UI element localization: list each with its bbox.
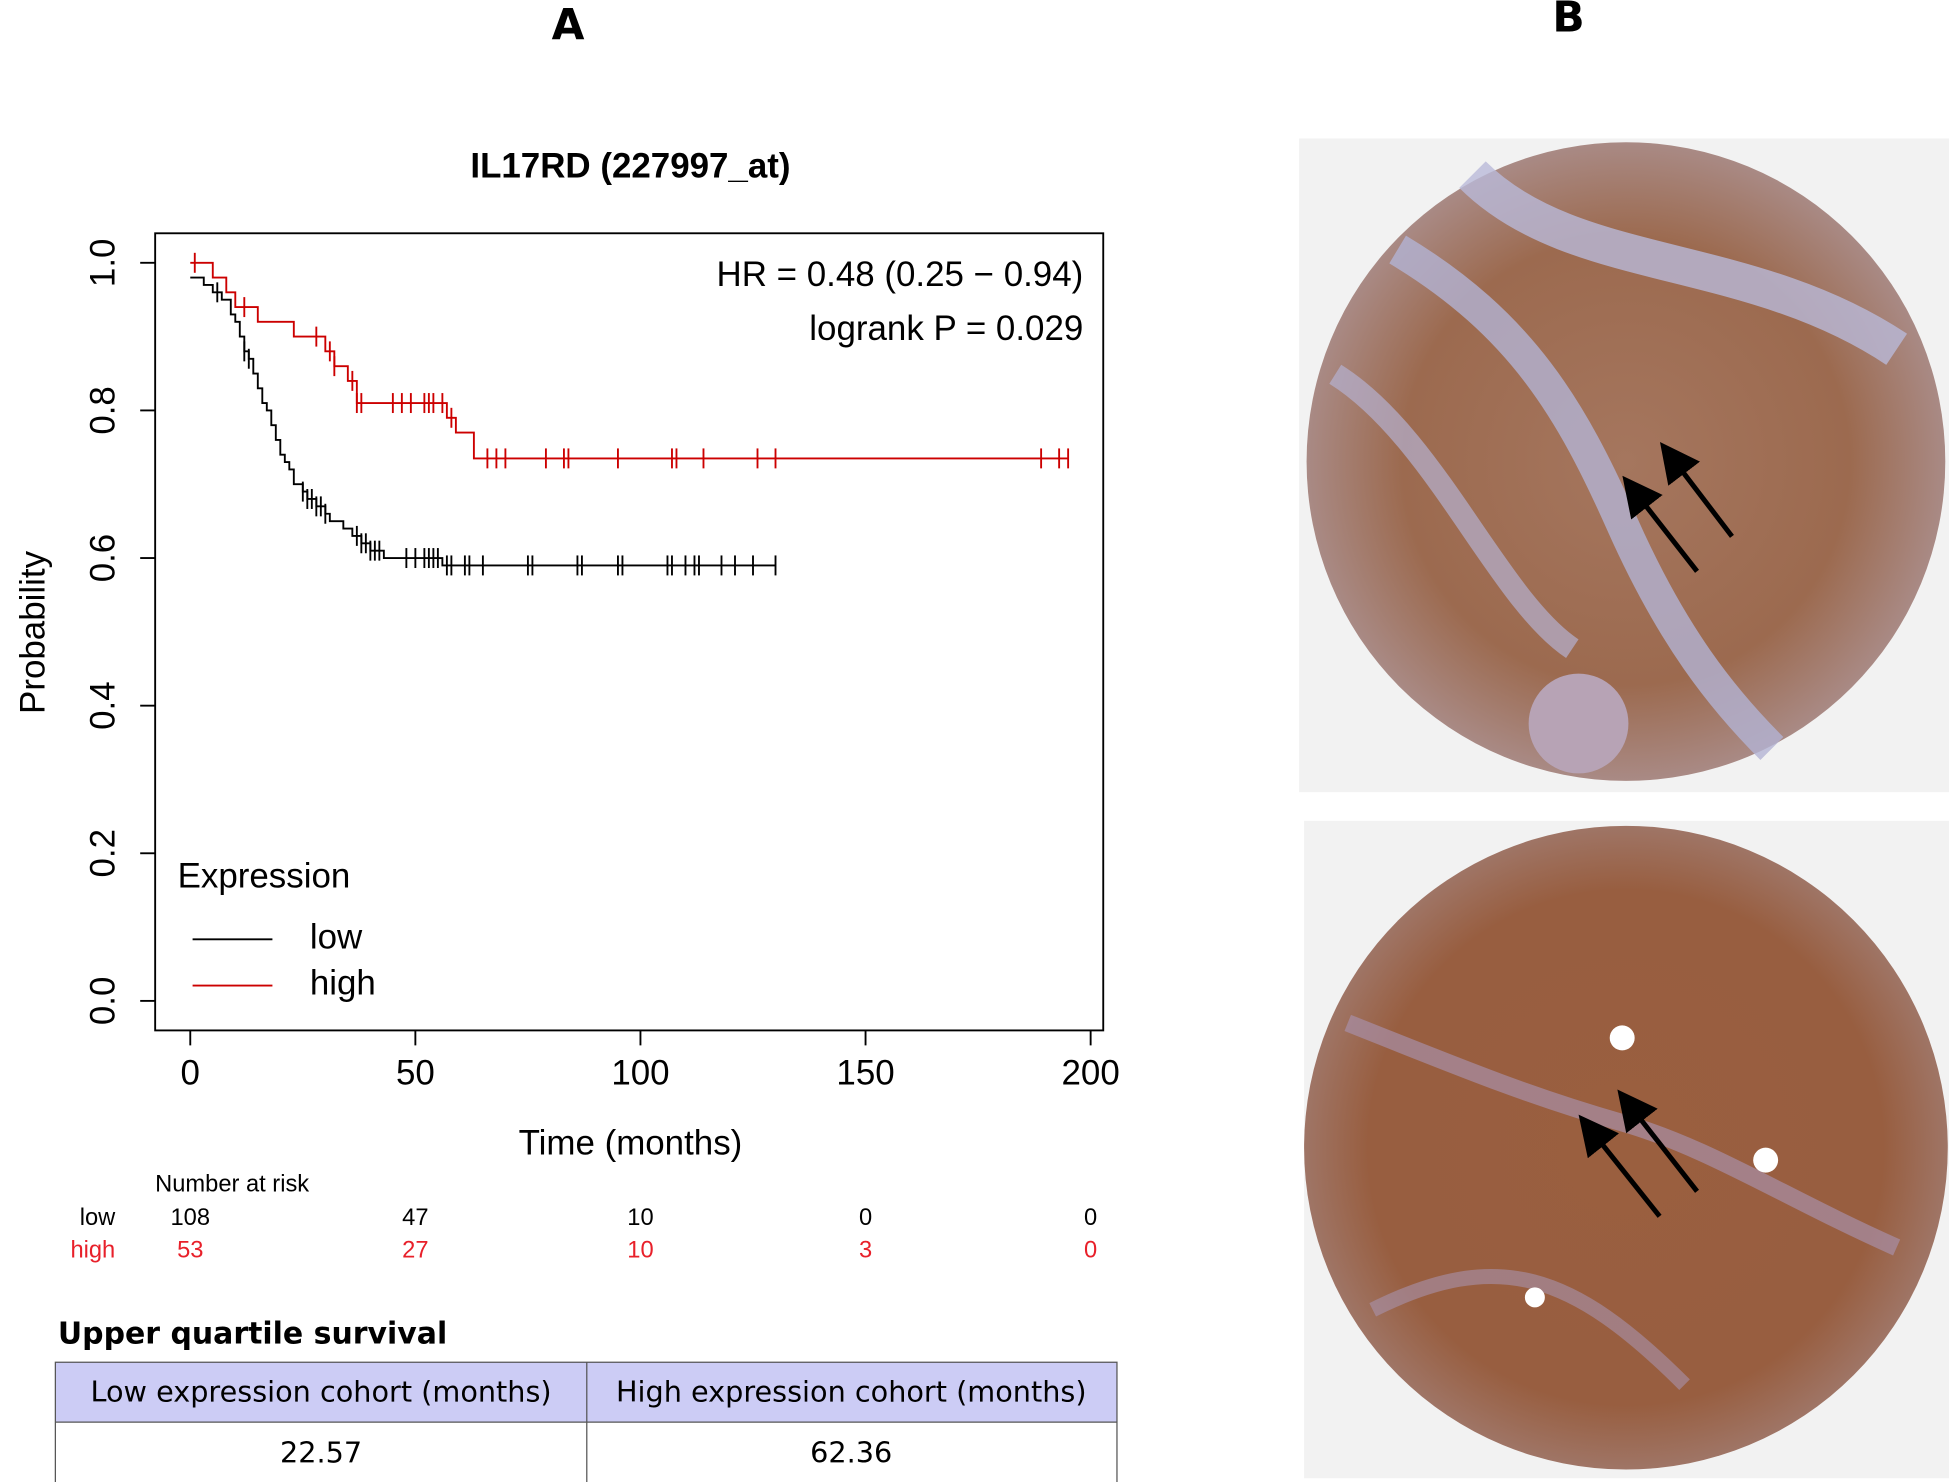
table-header-bg bbox=[55, 1362, 1117, 1423]
annotation: HR = 0.48 (0.25 − 0.94) bbox=[717, 255, 1084, 294]
table-header: Low expression cohort (months) bbox=[91, 1374, 552, 1408]
plot-frame bbox=[154, 232, 1105, 1032]
tissue-image bbox=[1304, 820, 1950, 1479]
table-title: Upper quartile survival bbox=[58, 1316, 447, 1351]
table-header: High expression cohort (months) bbox=[616, 1374, 1087, 1408]
x-tick-label: 150 bbox=[836, 1054, 894, 1093]
table-cell: 22.57 bbox=[280, 1436, 362, 1470]
risk-value: 0 bbox=[859, 1205, 872, 1231]
legend-label: low bbox=[310, 918, 363, 957]
panel-label: B bbox=[1552, 0, 1584, 42]
survival-curve bbox=[190, 276, 776, 567]
risk-value: 0 bbox=[1084, 1205, 1097, 1231]
y-tick-label: 0.0 bbox=[83, 977, 122, 1026]
legend-label: high bbox=[310, 964, 376, 1003]
table-cell: 62.36 bbox=[810, 1436, 892, 1470]
risk-value: 53 bbox=[177, 1237, 203, 1263]
risk-value: 10 bbox=[627, 1205, 653, 1231]
risk-value: 108 bbox=[171, 1205, 211, 1231]
y-tick-label: 0.8 bbox=[83, 386, 122, 435]
chart-title: IL17RD (227997_at) bbox=[470, 147, 790, 186]
x-tick-label: 100 bbox=[611, 1054, 669, 1093]
risk-value: 47 bbox=[402, 1205, 428, 1231]
y-tick-label: 0.6 bbox=[83, 534, 122, 583]
x-tick-label: 200 bbox=[1062, 1054, 1120, 1093]
annotation: logrank P = 0.029 bbox=[809, 309, 1083, 348]
risk-row-label: low bbox=[80, 1205, 116, 1231]
y-tick-label: 0.2 bbox=[83, 829, 122, 878]
y-tick-label: 0.4 bbox=[83, 681, 122, 730]
risk-row-label: high bbox=[70, 1237, 115, 1263]
x-axis-label: Time (months) bbox=[519, 1123, 743, 1162]
x-tick-label: 0 bbox=[181, 1054, 200, 1093]
risk-value: 0 bbox=[1084, 1237, 1097, 1263]
y-axis-label: Probability bbox=[14, 550, 53, 714]
legend-title: Expression bbox=[178, 856, 351, 895]
risk-value: 3 bbox=[859, 1237, 872, 1263]
tissue-image bbox=[1299, 138, 1950, 793]
risk-value: 27 bbox=[402, 1237, 428, 1263]
y-tick-label: 1.0 bbox=[83, 239, 122, 288]
panel-label: A bbox=[552, 1, 585, 50]
risk-table-title: Number at risk bbox=[155, 1171, 309, 1197]
risk-value: 10 bbox=[627, 1237, 653, 1263]
x-tick-label: 50 bbox=[396, 1054, 435, 1093]
